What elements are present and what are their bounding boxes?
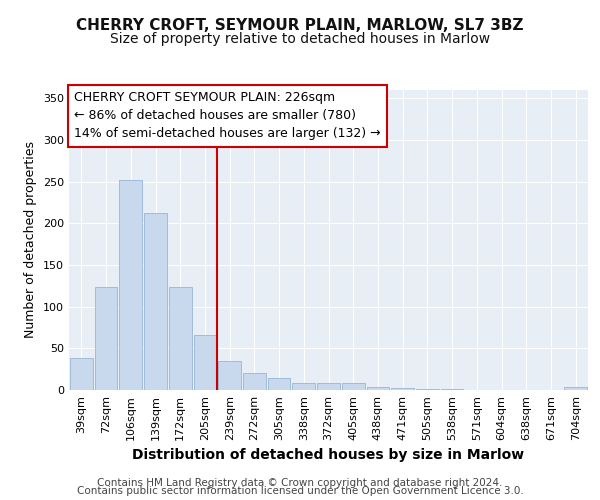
Bar — [441, 389, 463, 390]
Bar — [218, 361, 241, 390]
Bar — [243, 374, 266, 390]
Bar — [95, 286, 118, 390]
Bar — [169, 286, 191, 390]
Bar — [317, 382, 340, 390]
Bar — [416, 389, 439, 390]
X-axis label: Distribution of detached houses by size in Marlow: Distribution of detached houses by size … — [133, 448, 524, 462]
Bar — [292, 384, 315, 390]
Bar — [194, 335, 216, 390]
Bar — [70, 358, 93, 390]
Bar — [268, 378, 290, 390]
Text: CHERRY CROFT SEYMOUR PLAIN: 226sqm
← 86% of detached houses are smaller (780)
14: CHERRY CROFT SEYMOUR PLAIN: 226sqm ← 86%… — [74, 92, 381, 140]
Y-axis label: Number of detached properties: Number of detached properties — [25, 142, 37, 338]
Text: Size of property relative to detached houses in Marlow: Size of property relative to detached ho… — [110, 32, 490, 46]
Text: Contains HM Land Registry data © Crown copyright and database right 2024.: Contains HM Land Registry data © Crown c… — [97, 478, 503, 488]
Bar — [119, 180, 142, 390]
Text: CHERRY CROFT, SEYMOUR PLAIN, MARLOW, SL7 3BZ: CHERRY CROFT, SEYMOUR PLAIN, MARLOW, SL7… — [76, 18, 524, 32]
Text: Contains public sector information licensed under the Open Government Licence 3.: Contains public sector information licen… — [77, 486, 523, 496]
Bar — [144, 214, 167, 390]
Bar — [564, 386, 587, 390]
Bar — [391, 388, 414, 390]
Bar — [342, 382, 365, 390]
Bar — [367, 386, 389, 390]
